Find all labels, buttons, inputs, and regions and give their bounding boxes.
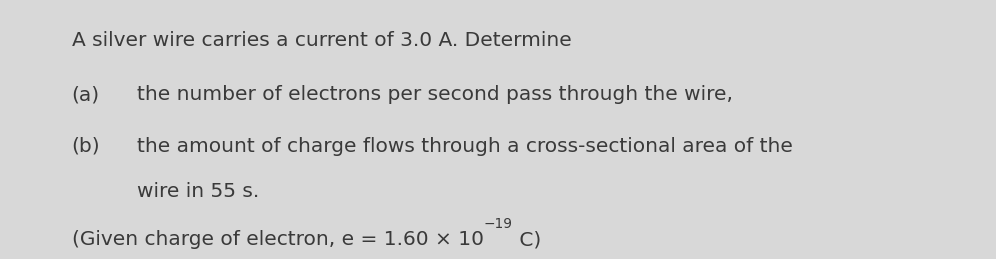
Text: A silver wire carries a current of 3.0 A. Determine: A silver wire carries a current of 3.0 A… [72, 31, 572, 50]
Text: (b): (b) [72, 137, 101, 156]
Text: (a): (a) [72, 85, 100, 104]
Text: the amount of charge flows through a cross-sectional area of the: the amount of charge flows through a cro… [137, 137, 794, 156]
Text: −19: −19 [484, 217, 513, 231]
Text: −19: −19 [484, 217, 513, 231]
Text: C): C) [513, 230, 541, 249]
Text: the number of electrons per second pass through the wire,: the number of electrons per second pass … [137, 85, 733, 104]
Text: wire in 55 s.: wire in 55 s. [137, 182, 260, 201]
Text: (Given charge of electron, e = 1.60 × 10: (Given charge of electron, e = 1.60 × 10 [72, 230, 484, 249]
